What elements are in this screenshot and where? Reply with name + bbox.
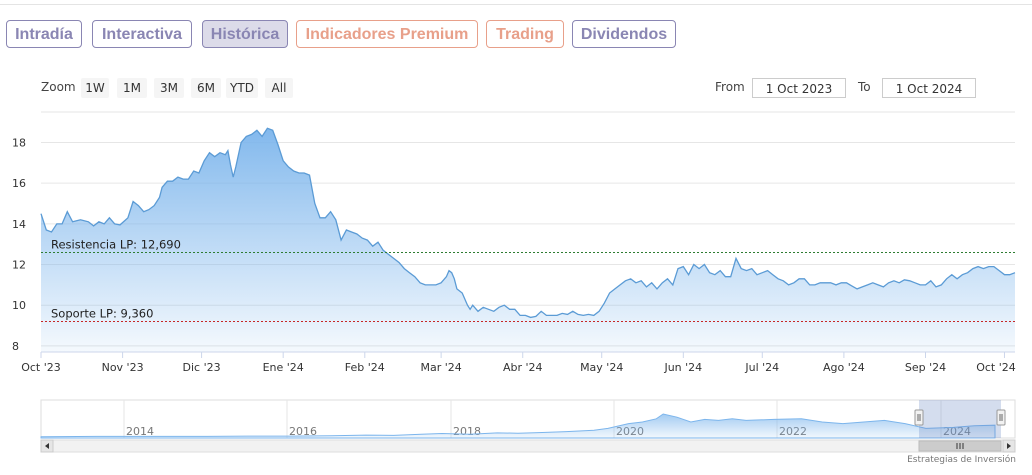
y-tick-label: 12 — [12, 259, 26, 272]
tab-historica[interactable]: Histórica — [202, 20, 288, 48]
y-tick-label: 14 — [12, 218, 26, 231]
top-divider — [0, 4, 1032, 5]
scrollbar-left-button[interactable] — [40, 439, 54, 453]
from-date-input[interactable]: 1 Oct 2023 — [752, 78, 846, 98]
x-tick-label: Ago '24 — [823, 361, 865, 374]
to-label: To — [858, 80, 871, 94]
y-tick-label: 18 — [12, 137, 26, 150]
x-tick-label: Ene '24 — [263, 361, 304, 374]
navigator-frame — [40, 399, 1016, 439]
x-tick-label: Nov '23 — [102, 361, 144, 374]
x-tick-label: Oct '23 — [21, 361, 61, 374]
chart-credit: Estrategias de Inversión — [907, 455, 1016, 465]
navigator-year-label: 2020 — [616, 425, 644, 438]
navigator-series — [40, 413, 996, 439]
tab-intradia[interactable]: Intradía — [6, 20, 82, 48]
y-tick-label: 8 — [12, 340, 19, 353]
navigator-selection — [919, 400, 1001, 438]
tab-dividendos[interactable]: Dividendos — [572, 20, 676, 48]
y-tick-label: 10 — [12, 299, 26, 312]
zoom-all-button[interactable]: All — [265, 78, 293, 98]
price-area — [41, 128, 1015, 352]
from-label: From — [715, 80, 745, 94]
support-label: Soporte LP: 9,360 — [51, 306, 153, 320]
x-tick-label: Jul '24 — [744, 361, 779, 374]
x-tick-label: Sep '24 — [905, 361, 946, 374]
zoom-label: Zoom — [41, 80, 76, 94]
x-tick-label: Oct '24 — [976, 361, 1016, 374]
navigator-year-label: 2018 — [453, 425, 481, 438]
to-date-input[interactable]: 1 Oct 2024 — [882, 78, 976, 98]
x-tick-label: Abr '24 — [503, 361, 543, 374]
resistance-label: Resistencia LP: 12,690 — [51, 238, 181, 252]
tab-indicadores-premium[interactable]: Indicadores Premium — [296, 20, 478, 48]
navigator-year-label: 2022 — [779, 425, 807, 438]
price-line — [40, 127, 1016, 319]
scrollbar-right-button[interactable] — [1002, 439, 1016, 453]
arrow-right-icon — [1007, 443, 1011, 449]
zoom-ytd-button[interactable]: YTD — [226, 78, 258, 98]
navigator-handle[interactable] — [996, 409, 1006, 426]
zoom-3m-button[interactable]: 3M — [154, 78, 184, 98]
x-tick-label: Feb '24 — [345, 361, 385, 374]
y-tick-label: 16 — [12, 177, 26, 190]
zoom-6m-button[interactable]: 6M — [191, 78, 221, 98]
x-tick-label: Dic '23 — [183, 361, 221, 374]
navigator-handle[interactable] — [914, 409, 924, 426]
arrow-left-icon — [45, 443, 49, 449]
navigator-year-label: 2014 — [126, 425, 154, 438]
x-tick-label: Jun '24 — [663, 361, 702, 374]
scrollbar-track[interactable] — [40, 439, 1016, 453]
navigator-year-label: 2024 — [943, 425, 971, 438]
x-tick-label: Mar '24 — [420, 361, 461, 374]
navigator-year-label: 2016 — [289, 425, 317, 438]
zoom-1m-button[interactable]: 1M — [117, 78, 147, 98]
x-tick-label: May '24 — [580, 361, 623, 374]
tab-trading[interactable]: Trading — [486, 20, 564, 48]
zoom-1w-button[interactable]: 1W — [81, 78, 109, 98]
tab-interactiva[interactable]: Interactiva — [92, 20, 192, 48]
scrollbar-thumb[interactable] — [918, 440, 1002, 452]
